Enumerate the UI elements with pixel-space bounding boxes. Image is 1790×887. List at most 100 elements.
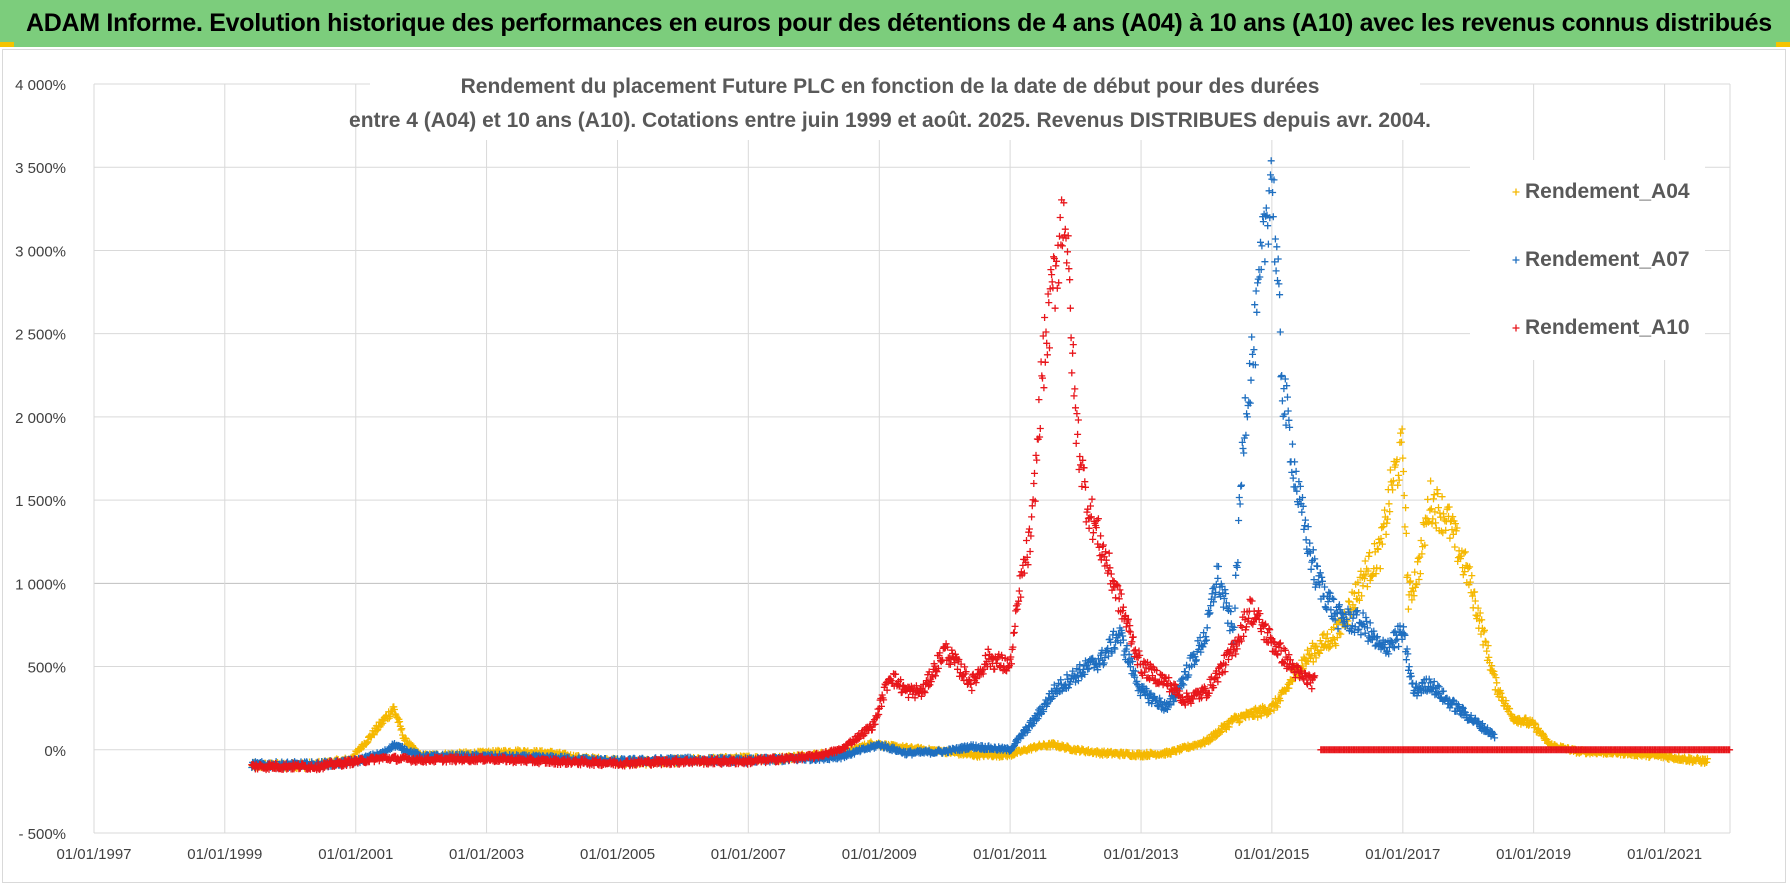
data-point [1264, 240, 1272, 248]
data-point [1394, 481, 1402, 489]
data-point [1041, 358, 1049, 366]
y-tick-label: 500% [28, 660, 66, 677]
data-point [1274, 277, 1281, 284]
data-point [1405, 663, 1413, 671]
data-point [1245, 398, 1253, 406]
y-tick-label: - 500% [18, 826, 66, 843]
data-point [1023, 537, 1030, 544]
data-point [1703, 755, 1711, 763]
data-point [1193, 656, 1200, 664]
data-point [1325, 644, 1333, 652]
data-point [1040, 708, 1048, 715]
data-point [1048, 278, 1056, 286]
data-point [1424, 518, 1432, 526]
data-point [396, 718, 404, 726]
data-point [1253, 308, 1261, 316]
data-point [1270, 706, 1278, 714]
data-point [1288, 468, 1296, 476]
data-point [1386, 466, 1394, 474]
data-point [1409, 587, 1417, 595]
data-point [1015, 587, 1023, 595]
data-point [1131, 673, 1139, 681]
data-point [1115, 630, 1122, 638]
data-point [1432, 519, 1440, 527]
data-point [1107, 647, 1115, 655]
data-point [1397, 438, 1405, 446]
data-point [1241, 394, 1249, 402]
data-point [1466, 563, 1474, 571]
data-point [1043, 351, 1051, 359]
data-point [1275, 280, 1283, 288]
data-point [1055, 279, 1063, 287]
data-point [1068, 369, 1076, 377]
y-tick-label: 3 500% [15, 160, 66, 177]
banner-corner-right [1776, 42, 1790, 47]
data-point [1072, 439, 1080, 447]
data-point [1418, 550, 1426, 558]
data-point [1269, 189, 1277, 196]
data-point [1070, 392, 1078, 400]
data-point [1382, 530, 1390, 538]
data-point [1048, 271, 1056, 279]
data-point [1257, 238, 1264, 246]
data-point [1430, 495, 1437, 503]
data-point [1395, 471, 1402, 479]
data-point [1335, 629, 1343, 637]
data-point [1170, 698, 1178, 705]
data-point [1358, 592, 1366, 600]
data-point [1435, 504, 1442, 512]
data-point [1543, 735, 1551, 743]
data-point [1406, 578, 1414, 586]
data-point [1196, 634, 1204, 641]
data-point [1050, 693, 1058, 700]
data-point [1214, 574, 1222, 582]
data-point [1376, 565, 1384, 573]
data-point [1119, 632, 1127, 640]
data-point [1378, 540, 1386, 548]
data-point [1010, 629, 1018, 636]
data-point [1492, 674, 1500, 682]
data-point [1030, 480, 1038, 487]
data-point [1051, 304, 1059, 312]
data-point [1483, 647, 1491, 655]
data-point [1044, 699, 1052, 707]
data-point [1289, 678, 1296, 685]
data-point [391, 706, 398, 713]
data-point [1373, 564, 1381, 572]
data-point [1261, 258, 1269, 266]
data-point [1460, 549, 1468, 557]
data-point [1274, 703, 1281, 711]
data-point [1484, 642, 1492, 650]
data-point [1532, 721, 1540, 729]
data-point [1258, 242, 1266, 250]
data-point [362, 739, 370, 747]
data-point [1237, 482, 1245, 490]
data-point [984, 645, 992, 653]
title-banner: ADAM Informe. Evolution historique des p… [0, 0, 1790, 47]
data-point [1427, 505, 1435, 513]
data-point [1085, 665, 1093, 673]
data-point [1190, 661, 1198, 668]
data-point [1212, 732, 1220, 740]
data-point [1428, 520, 1436, 528]
data-point [1076, 661, 1084, 669]
data-point [364, 738, 372, 746]
data-point [1276, 291, 1284, 299]
data-point [1421, 541, 1429, 549]
data-point [1368, 572, 1376, 580]
data-point [1411, 568, 1419, 576]
data-point [1402, 529, 1410, 537]
data-point [1205, 610, 1213, 618]
data-point [1122, 645, 1130, 653]
data-point [1067, 334, 1075, 342]
data-point [1371, 540, 1378, 548]
data-point [1143, 687, 1151, 695]
data-point [1440, 510, 1447, 518]
data-point [1094, 666, 1102, 674]
x-tick-label: 01/01/2005 [580, 846, 655, 863]
data-point [1111, 645, 1119, 653]
data-point [1416, 570, 1424, 578]
data-point [1408, 596, 1416, 604]
data-point [1056, 214, 1064, 221]
data-point [1056, 232, 1063, 240]
